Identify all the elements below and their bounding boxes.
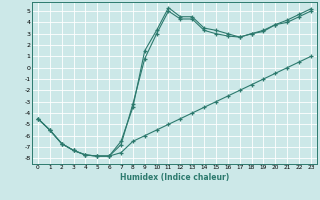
- X-axis label: Humidex (Indice chaleur): Humidex (Indice chaleur): [120, 173, 229, 182]
